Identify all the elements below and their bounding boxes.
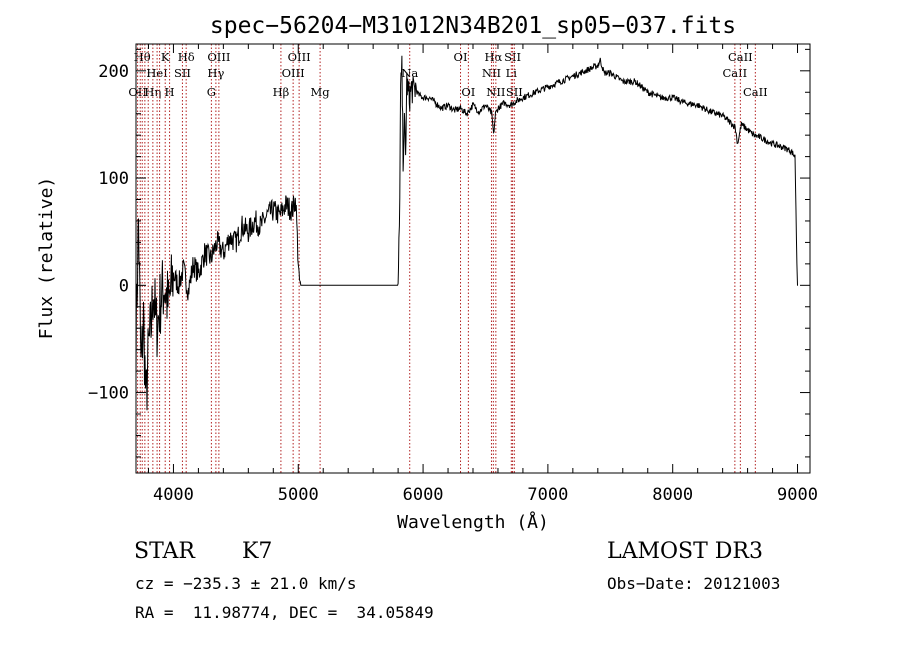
x-axis: 4000 5000 6000 7000 8000 9000 [147, 44, 818, 505]
object-subclass: K7 [242, 539, 273, 564]
line-marker-label: CaII [728, 50, 753, 64]
line-marker-label: Hγ [207, 66, 224, 80]
x-tick-label: 5000 [278, 485, 319, 505]
spectrum-line [135, 55, 798, 411]
line-marker-label: SII [504, 50, 521, 64]
line-marker-label: Mg [311, 85, 331, 99]
plot-frame [135, 43, 811, 474]
line-marker-label: OIII [207, 50, 230, 64]
line-marker-label: OI [461, 85, 475, 99]
x-axis-label: Wavelength (Å) [397, 511, 549, 533]
line-marker-label: Li [506, 66, 518, 80]
line-marker-label: NII [486, 85, 505, 99]
x-tick-label: 8000 [652, 485, 693, 505]
x-tick-label: 6000 [403, 485, 444, 505]
line-markers: OIIHθHηHeIKHSIIHδGHγOIIIHβOIIIOIIIMgNaOI… [128, 44, 768, 473]
y-axis-label: Flux (relative) [36, 177, 57, 340]
line-marker-label: Hθ [134, 50, 151, 64]
line-marker-label: Hη [144, 85, 161, 99]
line-marker-label: Na [401, 66, 418, 80]
y-tick-label: 0 [119, 276, 129, 296]
line-marker-label: SII [174, 66, 191, 80]
line-marker-label: OIII [282, 66, 305, 80]
survey-label: LAMOST DR3 [607, 539, 763, 564]
line-marker-label: K [161, 50, 170, 64]
y-tick-label: 200 [98, 62, 129, 82]
line-marker-label: NII [482, 66, 501, 80]
line-marker-label: SII [506, 85, 523, 99]
observation-date: Obs−Date: 20121003 [607, 574, 781, 593]
line-marker-label: CaII [743, 85, 768, 99]
y-tick-label: −100 [88, 384, 129, 404]
line-marker-label: Hβ [273, 85, 290, 99]
line-marker-label: Hδ [178, 50, 195, 64]
x-tick-label: 4000 [153, 485, 194, 505]
line-marker-label: CaII [722, 66, 747, 80]
line-marker-label: H [165, 85, 175, 99]
redshift-velocity: cz = −235.3 ± 21.0 km/s [135, 574, 357, 593]
object-class: STAR [134, 539, 195, 564]
chart-title: spec−56204−M31012N34B201_sp05−037.fits [210, 13, 736, 39]
x-tick-label: 9000 [777, 485, 818, 505]
line-marker-label: Hα [484, 50, 502, 64]
line-marker-label: OIII [288, 50, 311, 64]
x-tick-label: 7000 [527, 485, 568, 505]
line-marker-label: OI [454, 50, 468, 64]
y-tick-label: 100 [98, 169, 129, 189]
coordinates: RA = 11.98774, DEC = 34.05849 [135, 603, 434, 622]
line-marker-label: HeI [146, 66, 167, 80]
y-axis: −100 0 100 200 [88, 48, 810, 458]
line-marker-label: G [207, 85, 216, 99]
